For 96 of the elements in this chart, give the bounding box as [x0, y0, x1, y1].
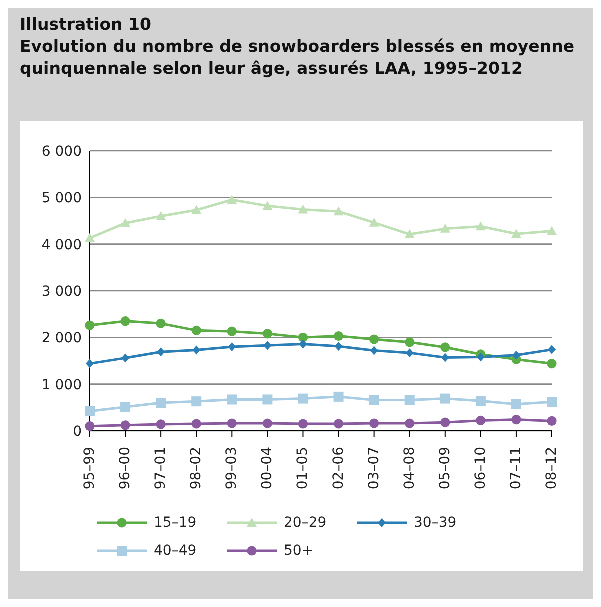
- x-tick-label: 02–06: [330, 446, 347, 490]
- x-tick-label: 03–07: [366, 447, 382, 490]
- legend-label: 50+: [284, 543, 314, 559]
- point: [262, 394, 273, 405]
- x-tick-label: 98–02: [188, 447, 205, 490]
- x-tick-label: 04–08: [402, 447, 418, 490]
- point: [334, 331, 344, 342]
- point: [547, 226, 557, 236]
- point: [476, 416, 486, 426]
- point: [440, 224, 450, 233]
- point: [120, 218, 131, 228]
- point: [192, 326, 202, 336]
- y-tick-label: 4 000: [42, 237, 82, 254]
- point: [440, 342, 450, 352]
- point: [405, 418, 415, 428]
- point: [547, 416, 557, 426]
- point: [369, 218, 380, 227]
- point: [547, 397, 557, 408]
- point: [334, 392, 344, 402]
- x-tick-label: 97–01: [153, 447, 170, 490]
- x-tick-label: 01–05: [295, 447, 312, 490]
- point: [440, 394, 450, 404]
- point: [192, 419, 202, 429]
- point: [298, 332, 308, 342]
- x-tick-label: 99–03: [224, 447, 240, 490]
- point: [120, 316, 130, 326]
- x-tick-label: 06–10: [472, 447, 489, 490]
- point: [120, 402, 131, 412]
- point: [441, 353, 450, 362]
- x-tick-label: 95–99: [82, 447, 98, 490]
- point: [298, 204, 308, 214]
- point: [405, 338, 415, 348]
- point: [227, 394, 238, 405]
- point: [511, 399, 522, 410]
- y-tick-label: 5 000: [42, 190, 82, 207]
- point: [192, 396, 202, 407]
- point: [228, 342, 236, 352]
- y-tick-label: 3 000: [42, 284, 82, 300]
- point: [227, 195, 238, 204]
- legend-label: 40–49: [154, 543, 197, 559]
- chart-title: Illustration 10: [20, 14, 153, 36]
- point: [476, 352, 485, 362]
- point: [370, 334, 380, 344]
- point: [156, 318, 166, 328]
- y-tick-label: 0: [73, 424, 82, 440]
- point: [334, 342, 343, 352]
- point: [157, 348, 166, 357]
- chart-subtitle: Evolution du nombre de snowboarders blessés en moyenne quinquennale selon leur âge, assurés LAA, 1995–2012: [20, 36, 576, 80]
- point: [299, 340, 308, 349]
- point: [512, 415, 522, 425]
- point: [512, 350, 520, 360]
- point: [192, 346, 201, 355]
- point: [440, 418, 450, 428]
- y-tick-label: 6 000: [42, 144, 82, 160]
- legend-label: 30–39: [414, 515, 457, 531]
- point: [227, 418, 237, 428]
- y-tick-label: 2 000: [42, 330, 82, 347]
- point: [122, 354, 130, 363]
- point: [262, 201, 273, 210]
- point: [547, 359, 557, 369]
- point: [156, 398, 166, 408]
- x-tick-label: 96–00: [118, 447, 134, 490]
- legend-label: 15–19: [154, 515, 197, 531]
- point: [476, 222, 486, 231]
- point: [404, 395, 415, 406]
- x-tick-label: 07–11: [508, 447, 524, 490]
- point: [85, 320, 95, 330]
- point: [120, 420, 130, 430]
- point: [85, 406, 95, 416]
- x-tick-label: 05–09: [437, 447, 454, 490]
- point: [404, 230, 415, 239]
- point: [334, 419, 344, 429]
- point: [548, 345, 556, 354]
- point: [298, 394, 308, 404]
- point: [262, 418, 272, 428]
- y-tick-label: 1 000: [42, 377, 82, 394]
- point: [262, 329, 272, 339]
- point: [227, 326, 237, 336]
- legend-label: 20–29: [284, 515, 327, 531]
- point: [406, 348, 414, 358]
- point: [192, 205, 202, 214]
- point: [370, 346, 378, 356]
- x-tick-label: 00–04: [260, 446, 276, 490]
- point: [156, 211, 166, 220]
- point: [511, 229, 522, 238]
- point: [85, 233, 95, 242]
- point: [298, 419, 308, 429]
- point: [334, 206, 344, 216]
- point: [369, 395, 380, 406]
- point: [85, 422, 95, 431]
- point: [264, 341, 272, 350]
- point: [370, 418, 380, 428]
- point: [86, 359, 94, 368]
- point: [156, 420, 166, 430]
- point: [476, 396, 486, 406]
- x-tick-label: 08–12: [544, 447, 560, 490]
